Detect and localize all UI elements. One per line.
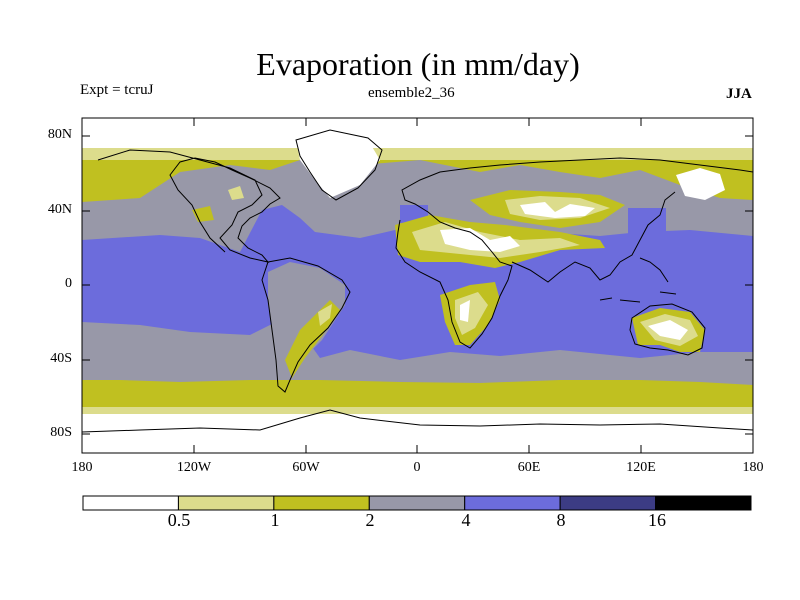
colorbar-label: 4 (461, 510, 471, 530)
colorbar-swatch (368, 495, 466, 511)
colorbar-label: 16 (648, 510, 666, 530)
lon-tick-label: 60W (292, 460, 320, 475)
coast-greenland (295, 129, 383, 201)
coastlines (82, 129, 753, 433)
colorbar-label: 2 (365, 510, 375, 530)
coast-islands (599, 257, 677, 303)
colorbar-label: 8 (556, 510, 566, 530)
lat-tick-label: 40N (47, 202, 72, 217)
lon-tick-label: 180 (71, 460, 93, 475)
evaporation-field (82, 118, 753, 453)
colorbar-swatch (177, 495, 275, 511)
season-label: JJA (726, 86, 752, 102)
ensemble-label: ensemble2_36 (368, 85, 455, 101)
colorbar-swatch (655, 495, 752, 511)
axis-ticks (81, 118, 754, 453)
experiment-label: Expt = tcruJ (80, 82, 154, 98)
coast-australia (629, 303, 706, 356)
blue-pocket-east-asia (628, 208, 666, 236)
lat-tick-label: 80N (47, 127, 72, 142)
coast-antarctica (82, 409, 753, 433)
colorbar-label: 0.5 (167, 510, 191, 530)
coast-asia (511, 191, 676, 283)
lon-tick-label: 60E (517, 460, 541, 475)
lon-tick-label: 0 (413, 460, 421, 475)
lon-tick-label: 120E (626, 460, 656, 475)
coast-south-america (261, 257, 351, 393)
south-america-field (268, 262, 345, 380)
lon-tick-label: 180 (742, 460, 764, 475)
lat-tick-label: 40S (50, 351, 72, 366)
colorbar-swatch (82, 495, 179, 511)
coast-north-america (97, 149, 281, 263)
map-title: Evaporation (in mm/day) (256, 46, 580, 82)
siberia-field (676, 168, 725, 200)
lat-tick-label: 0 (65, 276, 72, 291)
colorbar-swatch (273, 495, 370, 511)
colorbar-swatch (464, 495, 561, 511)
lon-tick-label: 120W (176, 460, 212, 475)
colorbar (82, 495, 752, 511)
lat-tick-label: 80S (50, 425, 72, 440)
coast-europe-africa (395, 157, 753, 349)
greenland-field (296, 132, 380, 198)
colorbar-swatch (559, 495, 657, 511)
colorbar-label: 1 (270, 510, 280, 530)
